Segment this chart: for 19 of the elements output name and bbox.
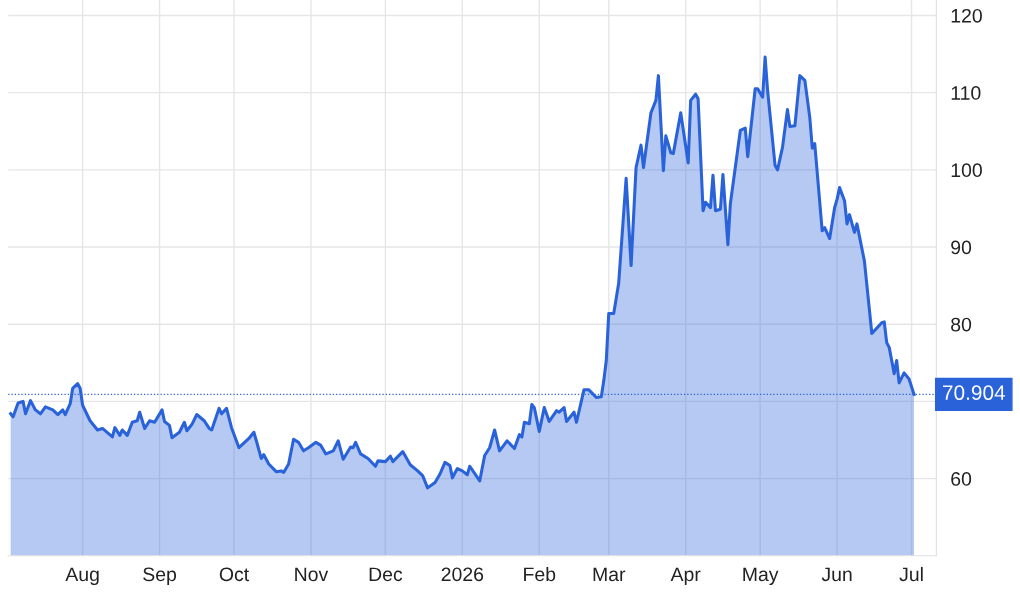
x-tick-label: Mar — [593, 567, 626, 582]
x-tick-label: Feb — [524, 566, 556, 582]
x-tick-label: Sep — [143, 567, 177, 586]
x-tick-label: Apr — [670, 567, 701, 586]
y-tick-label: 90 — [951, 240, 972, 255]
x-tick-label: 2026 — [441, 567, 484, 582]
x-tick-label: Dec — [369, 567, 403, 582]
y-tick-label: 60 — [951, 472, 972, 486]
y-tick-label: 120 — [951, 8, 982, 23]
x-tick-label: Aug — [65, 567, 99, 586]
y-tick-label: 80 — [951, 317, 972, 332]
ref-line-label: 70.904 — [943, 385, 1006, 401]
y-tick-label: 100 — [951, 163, 982, 178]
x-tick-label: Nov — [295, 567, 329, 582]
x-tick-label: Jun — [821, 567, 852, 582]
y-tick-label: 110 — [951, 86, 981, 100]
x-tick-label: Oct — [219, 567, 249, 582]
x-tick-label: May — [743, 567, 779, 586]
x-tick-label: Jul — [899, 566, 923, 582]
